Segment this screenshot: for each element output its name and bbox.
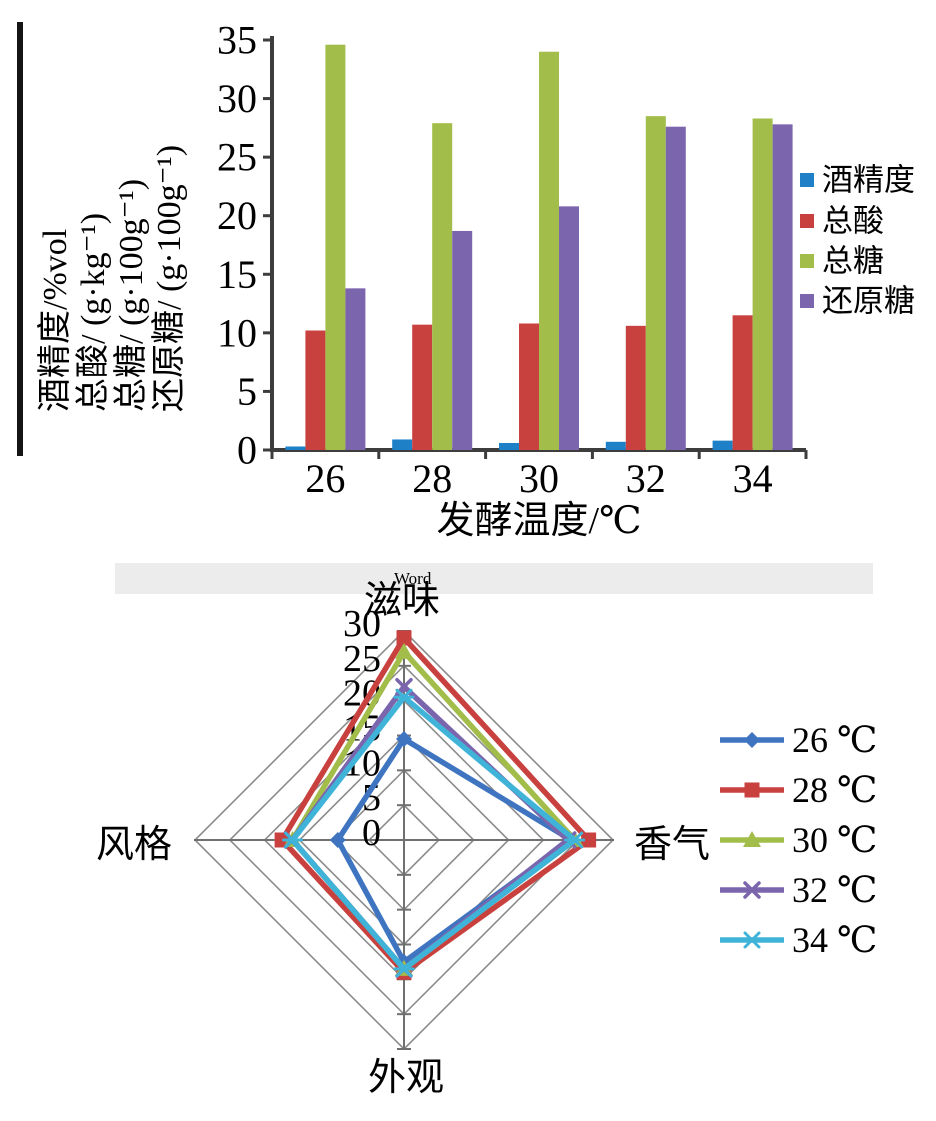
radar-scale-label: 5 [362, 777, 381, 819]
y-tick-label: 20 [217, 193, 257, 238]
y-axis-title-line: 还原糖/ (g·100g⁻¹) [150, 145, 188, 412]
bar-34-酒精度 [712, 440, 733, 450]
bar-32-总酸 [625, 325, 646, 450]
radar-legend-marker [744, 732, 760, 748]
y-tick-label: 25 [217, 135, 257, 180]
radar-point-28 ℃ [581, 832, 597, 848]
radar-point-28 ℃ [396, 630, 412, 646]
radar-axis-label-right: 香气 [634, 824, 710, 866]
y-axis-title-line: 酒精度/%vol [36, 229, 74, 412]
bar-34-总酸 [732, 315, 753, 450]
radar-point-26 ℃ [329, 832, 346, 848]
radar-point-34 ℃ [393, 960, 415, 978]
bar-legend-label: 酒精度 [822, 163, 915, 198]
bar-28-总酸 [412, 324, 433, 450]
bar-legend-swatch [800, 173, 814, 187]
watermark-band-rect [115, 563, 873, 594]
radar-point-30 ℃ [395, 642, 413, 659]
radar-legend-marker [743, 881, 761, 899]
x-tick-label: 34 [733, 456, 773, 501]
y-axis-title-line: 总糖/ (g·100g⁻¹) [112, 179, 150, 412]
bar-30-总酸 [519, 323, 539, 450]
x-tick-label: 32 [626, 456, 666, 501]
bar-legend-swatch [800, 254, 814, 268]
bar-28-总糖 [432, 123, 453, 451]
bar-26-酒精度 [285, 446, 306, 450]
y-tick-label: 15 [217, 252, 257, 297]
y-axis-title-line: 总酸/ (g·kg⁻¹) [74, 213, 112, 412]
y-tick-label: 0 [237, 428, 257, 473]
bar-30-酒精度 [499, 442, 519, 450]
bar-34-总糖 [752, 118, 773, 450]
x-tick-label: 28 [412, 456, 452, 501]
y-tick-label: 5 [237, 369, 257, 414]
radar-legend-label: 34 ℃ [792, 920, 877, 960]
bar-26-总酸 [305, 330, 326, 450]
radar-point-34 ℃ [282, 831, 304, 849]
radar-scale-label: 25 [343, 638, 381, 680]
bar-32-总糖 [645, 116, 666, 451]
bar-30-还原糖 [559, 206, 579, 450]
bar-legend-label: 总糖 [822, 244, 884, 279]
radar-point-34 ℃ [564, 831, 586, 849]
bar-32-还原糖 [665, 126, 686, 450]
radar-legend-marker [744, 782, 760, 798]
x-axis-title: 发酵温度/℃ [436, 500, 641, 542]
bar-26-还原糖 [345, 288, 366, 450]
x-tick-label: 26 [305, 456, 345, 501]
bar-34-还原糖 [772, 124, 793, 450]
radar-point-34 ℃ [393, 688, 415, 706]
radar-legend-label: 30 ℃ [792, 820, 877, 860]
y-tick-label: 30 [217, 76, 257, 121]
x-tick-label: 30 [519, 456, 559, 501]
radar-axis-label-bottom: 外观 [368, 1057, 444, 1099]
bar-legend-swatch [800, 294, 814, 308]
radar-legend-marker [741, 931, 763, 949]
radar-axis-label-left: 风格 [96, 824, 172, 866]
radar-scale-label: 0 [362, 812, 381, 854]
bar-legend-label: 总酸 [822, 204, 884, 239]
radar-point-26 ℃ [396, 730, 412, 747]
radar-legend-label: 32 ℃ [792, 870, 877, 910]
radar-scale-label: 30 [343, 603, 381, 645]
bar-28-还原糖 [452, 230, 473, 450]
radar-axis-label-top: 滋味 [364, 580, 440, 622]
bar-legend-swatch [800, 214, 814, 228]
bar-32-酒精度 [605, 441, 626, 450]
y-tick-label: 10 [217, 310, 257, 355]
radar-legend-label: 26 ℃ [792, 720, 877, 760]
bar-28-酒精度 [392, 439, 413, 450]
y-tick-label: 35 [217, 18, 257, 63]
scan-border-line [17, 22, 23, 456]
bar-30-总糖 [539, 51, 559, 450]
watermark-text: Word [394, 569, 432, 588]
bar-legend-label: 还原糖 [822, 284, 915, 319]
radar-legend-marker [743, 831, 761, 847]
watermark-band: Word [115, 563, 873, 594]
radar-legend-label: 28 ℃ [792, 770, 877, 810]
bar-26-总糖 [325, 44, 346, 450]
